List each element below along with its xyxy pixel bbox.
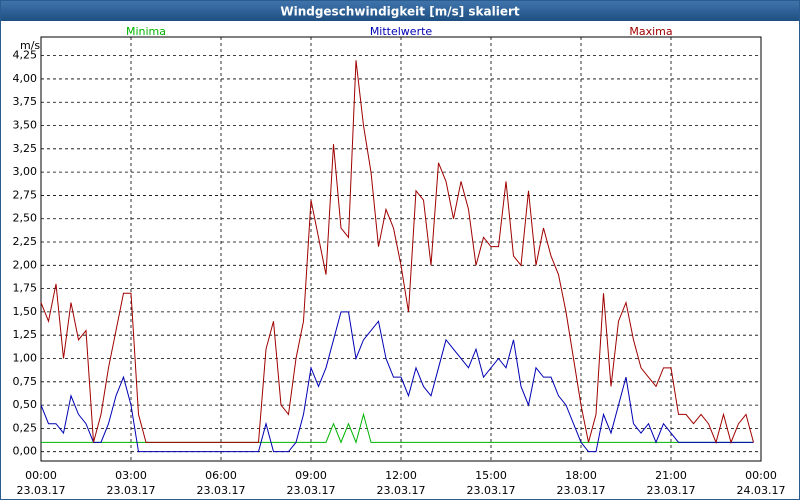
x-tick-label: 09:00 bbox=[295, 469, 327, 482]
y-tick-label: 0,00 bbox=[13, 445, 38, 458]
y-tick-label: 4,00 bbox=[13, 72, 38, 85]
x-tick-label: 21:00 bbox=[655, 469, 687, 482]
y-tick-label: 1,25 bbox=[13, 328, 38, 341]
y-tick-label: 3,50 bbox=[13, 119, 38, 132]
y-tick-label: 2,75 bbox=[13, 188, 38, 201]
y-tick-label: 2,25 bbox=[13, 235, 38, 248]
series-line bbox=[40, 311, 754, 453]
x-tick-label: 12:00 bbox=[385, 469, 417, 482]
x-tick-label: 03:00 bbox=[115, 469, 147, 482]
x-tick-date: 23.03.17 bbox=[107, 484, 156, 497]
x-tick-label: 06:00 bbox=[205, 469, 237, 482]
y-tick-label: 1,75 bbox=[13, 282, 38, 295]
y-tick-label: 2,50 bbox=[13, 212, 38, 225]
x-tick-date: 24.03.17 bbox=[737, 484, 786, 497]
x-tick-date: 23.03.17 bbox=[467, 484, 516, 497]
x-tick-date: 23.03.17 bbox=[647, 484, 696, 497]
x-tick-date: 23.03.17 bbox=[377, 484, 426, 497]
y-tick-label: 3,75 bbox=[13, 95, 38, 108]
legend-label: Maxima bbox=[629, 25, 672, 38]
chart-title: Windgeschwindigkeit [m/s] skaliert bbox=[280, 5, 520, 19]
x-tick-label: 15:00 bbox=[475, 469, 507, 482]
y-tick-label: 0,25 bbox=[13, 421, 38, 434]
y-tick-label: 0,75 bbox=[13, 375, 38, 388]
y-tick-label: 3,25 bbox=[13, 142, 38, 155]
title-bar bbox=[1, 1, 799, 21]
y-tick-label: 1,50 bbox=[13, 305, 38, 318]
y-tick-label: 0,50 bbox=[13, 398, 38, 411]
legend-label: Minima bbox=[126, 25, 166, 38]
x-tick-label: 00:00 bbox=[745, 469, 777, 482]
x-tick-date: 23.03.17 bbox=[17, 484, 66, 497]
x-tick-date: 23.03.17 bbox=[557, 484, 606, 497]
y-tick-label: 3,00 bbox=[13, 165, 38, 178]
legend-label: Mittelwerte bbox=[370, 25, 433, 38]
x-tick-label: 00:00 bbox=[25, 469, 57, 482]
y-tick-label: 4,25 bbox=[13, 49, 38, 62]
x-tick-date: 23.03.17 bbox=[287, 484, 336, 497]
series-line bbox=[40, 60, 754, 444]
y-tick-label: 1,00 bbox=[13, 351, 38, 364]
x-tick-label: 18:00 bbox=[565, 469, 597, 482]
x-tick-date: 23.03.17 bbox=[197, 484, 246, 497]
y-axis-unit: m/s bbox=[20, 39, 40, 52]
y-tick-label: 2,00 bbox=[13, 258, 38, 271]
